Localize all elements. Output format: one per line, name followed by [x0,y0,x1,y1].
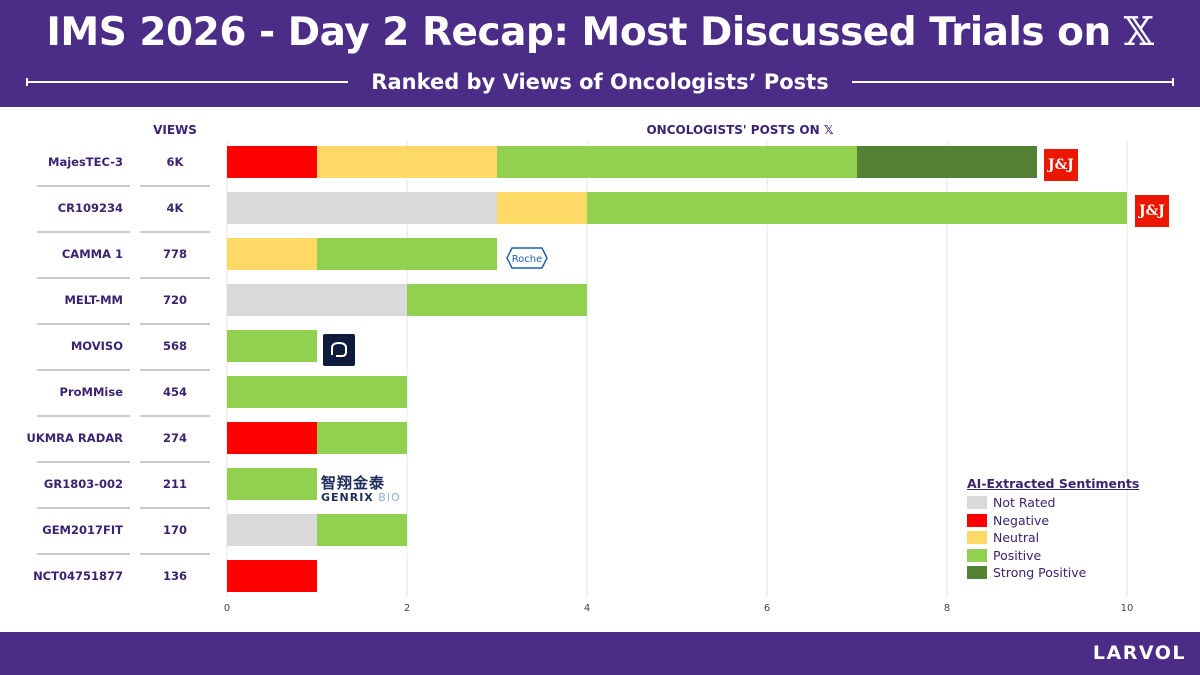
x-tick-label: 4 [584,603,590,614]
legend-label: Not Rated [993,495,1056,511]
subtitle-divider-cap-right [1172,78,1174,86]
posts-column-header: ONCOLOGISTS' POSTS ON 𝕏 [560,123,920,137]
page-subtitle: Ranked by Views of Oncologists’ Posts [371,70,829,94]
legend-label: Negative [993,512,1050,528]
views-value: 720 [163,293,187,307]
legend-swatch [967,496,987,510]
x-tick-label: 2 [404,603,410,614]
legend-item: Strong Positive [967,564,1167,582]
views-value: 454 [163,385,187,399]
bar-segment [857,146,1037,178]
x-tick-label: 10 [1121,603,1134,614]
trial-label: UKMRA RADAR [26,431,123,445]
roche-logo: Roche [506,246,548,270]
brand-logo: LARVOL [1092,642,1186,664]
bar-segment [317,422,407,454]
bar-segment [227,560,317,592]
x-logo-icon: 𝕏 [823,123,834,137]
bar-segment [227,514,317,546]
bar-segment [227,376,407,408]
header-banner: IMS 2026 - Day 2 Recap: Most Discussed T… [0,0,1200,107]
views-value: 6K [167,155,185,169]
legend-title: AI-Extracted Sentiments [967,476,1140,491]
trial-label: CAMMA 1 [62,247,123,261]
genrix-logo: 智翔金泰 GENRIX BIO [321,472,400,506]
legend-item: Not Rated [967,494,1167,512]
moviso-logo [323,334,355,366]
bar-segment [227,284,407,316]
legend-swatch [967,548,987,562]
legend-item: Neutral [967,529,1167,547]
views-value: 274 [163,431,187,445]
subtitle-divider-left [26,81,348,83]
trial-label: NCT04751877 [33,569,123,583]
x-logo-icon: 𝕏 [1123,10,1154,55]
jnj-logo: J&J [1135,195,1169,227]
legend-label: Neutral [993,530,1040,546]
trial-label: MOVISO [71,339,123,353]
bar-segment [317,514,407,546]
subtitle-divider-cap-left [26,78,28,86]
x-tick-label: 8 [944,603,950,614]
legend-label: Positive [993,547,1042,563]
subtitle-row: Ranked by Views of Oncologists’ Posts [26,68,1174,96]
bar-segment [227,422,317,454]
roche-logo-text: Roche [512,254,543,265]
bar-segment [407,284,587,316]
genrix-logo-en: GENRIX BIO [321,491,401,504]
trial-label: GR1803-002 [44,477,123,491]
trial-label: MELT-MM [64,293,123,307]
bar-segment [227,238,317,270]
x-tick-label: 0 [224,603,230,614]
jnj-logo: J&J [1044,149,1078,181]
title-text: IMS 2026 - Day 2 Recap: Most Discussed T… [46,10,1111,55]
views-column-header: VIEWS [153,123,197,137]
trial-label: MajesTEC-3 [48,155,123,169]
bar-segment [227,192,497,224]
views-value: 4K [167,201,185,215]
bar-segment [227,468,317,500]
views-value: 568 [163,339,187,353]
trial-label: CR109234 [58,201,123,215]
bar-segment [497,146,857,178]
legend-item: Negative [967,512,1167,530]
legend-label: Strong Positive [993,565,1087,581]
views-value: 170 [163,523,187,537]
bar-segment [497,192,587,224]
posts-header-text: ONCOLOGISTS' POSTS ON [646,123,820,137]
footer-banner: LARVOL [0,632,1200,675]
subtitle-divider-right [852,81,1174,83]
trial-label: ProMMise [60,385,124,399]
legend-swatch [967,513,987,527]
page-title: IMS 2026 - Day 2 Recap: Most Discussed T… [0,10,1200,55]
bar-segment [317,238,497,270]
genrix-logo-cn: 智翔金泰 [321,474,386,492]
views-value: 211 [163,477,187,491]
legend: AI-Extracted Sentiments Not Rated Negati… [967,476,1167,582]
bar-segment [227,330,317,362]
views-value: 136 [163,569,187,583]
x-tick-label: 6 [764,603,770,614]
views-value: 778 [163,247,187,261]
genrix-logo-sub: BIO [378,491,401,504]
legend-swatch [967,566,987,580]
legend-item: Positive [967,547,1167,565]
trial-label: GEM2017FIT [42,523,123,537]
legend-swatch [967,531,987,545]
bar-segment [317,146,497,178]
genrix-logo-main: GENRIX [321,491,374,504]
bar-segment [587,192,1127,224]
bar-segment [227,146,317,178]
